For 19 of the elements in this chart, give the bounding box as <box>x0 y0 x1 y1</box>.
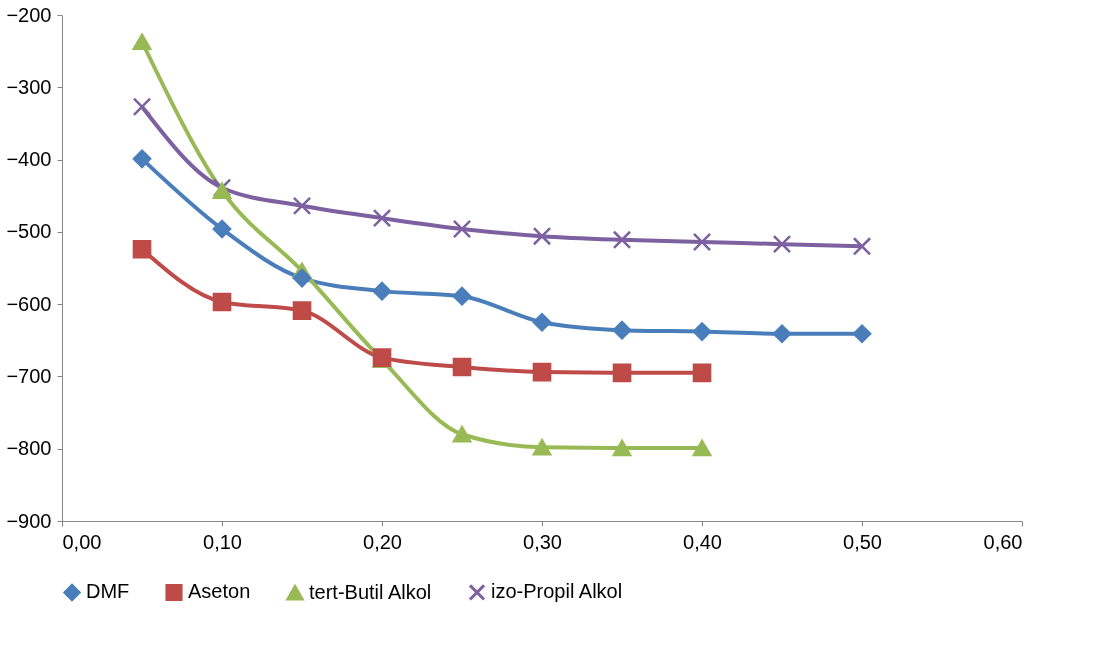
y-tick-label: −900 <box>6 509 52 532</box>
y-tick-label: −400 <box>6 148 52 171</box>
legend-label: DMF <box>86 580 130 603</box>
y-tick-label: −800 <box>6 437 52 460</box>
legend-label: Aseton <box>188 580 251 603</box>
legend-label: tert-Butil Alkol <box>309 580 432 603</box>
y-tick-label: −600 <box>6 292 52 315</box>
y-tick-label: −700 <box>6 364 52 387</box>
x-tick-label: 0,30 <box>523 530 562 553</box>
legend-label: izo-Propil Alkol <box>491 580 623 603</box>
x-tick-label: 0,50 <box>843 530 882 553</box>
x-tick-label: 0,60 <box>983 530 1023 553</box>
x-tick-label: 0,10 <box>203 530 242 553</box>
y-tick-label: −200 <box>6 3 52 26</box>
x-tick-label: 0,20 <box>363 530 402 553</box>
x-tick-label: 0,00 <box>62 530 102 553</box>
y-tick-label: −300 <box>6 75 52 98</box>
y-tick-label: −500 <box>6 220 52 243</box>
x-tick-label: 0,40 <box>683 530 722 553</box>
